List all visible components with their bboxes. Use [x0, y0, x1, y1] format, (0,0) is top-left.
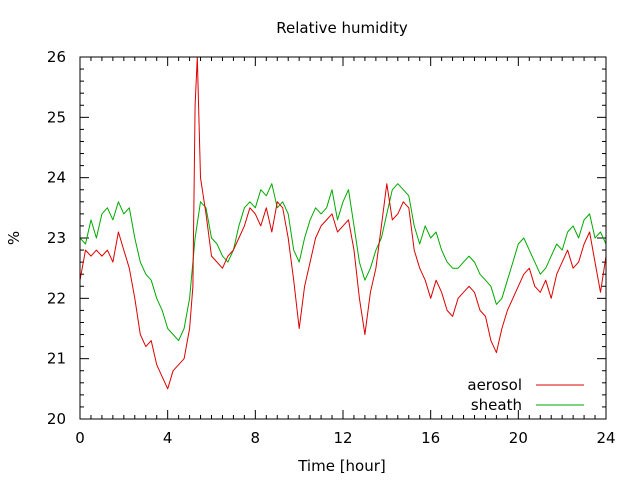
x-tick-label: 8	[251, 429, 261, 447]
x-tick-label: 0	[75, 429, 85, 447]
legend-label-sheath: sheath	[471, 396, 522, 414]
x-tick-label: 20	[509, 429, 528, 447]
x-axis-label: Time [hour]	[297, 457, 386, 475]
y-tick-label: 23	[47, 229, 66, 247]
x-tick-label: 24	[596, 429, 615, 447]
series-line-sheath	[79, 183, 607, 342]
legend: aerosol sheath	[467, 376, 584, 414]
y-tick-label: 20	[47, 410, 66, 428]
y-tick-label: 24	[47, 169, 66, 187]
x-tick-label: 4	[163, 429, 173, 447]
x-tick-label: 16	[421, 429, 440, 447]
plot-frame	[79, 56, 607, 420]
x-tick-label: 12	[333, 429, 352, 447]
series-line-aerosol	[79, 56, 607, 390]
series-lines	[79, 56, 607, 390]
legend-label-aerosol: aerosol	[467, 376, 522, 394]
y-tick-label: 21	[47, 350, 66, 368]
y-tick-label: 25	[47, 108, 66, 126]
axis-ticks: 0 4 8 12 16 20 24 20 21 22 23 24 25 26	[47, 48, 616, 447]
y-tick-label: 26	[47, 48, 66, 66]
chart-title: Relative humidity	[276, 19, 408, 37]
y-tick-label: 22	[47, 289, 66, 307]
y-axis-label: %	[5, 231, 23, 245]
